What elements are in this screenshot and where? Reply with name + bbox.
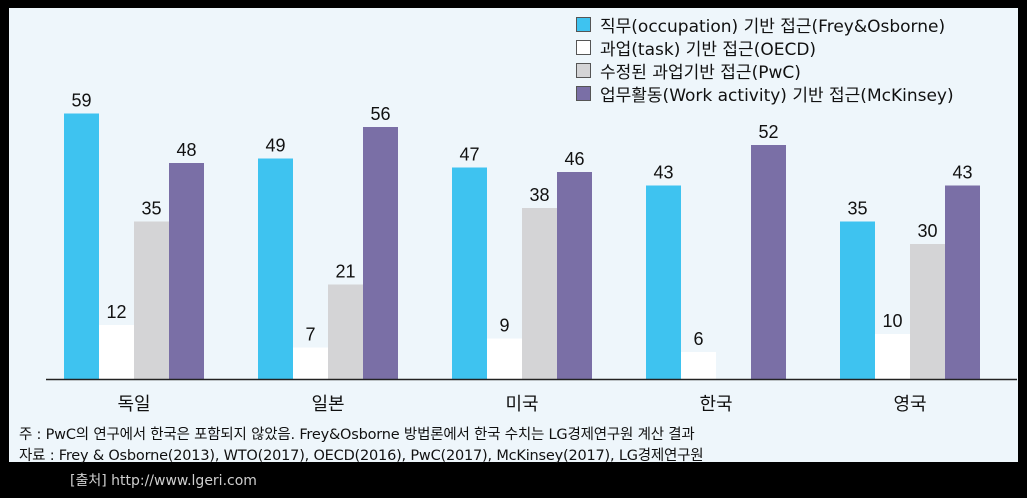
- legend-label-0: 직무(occupation) 기반 접근(Frey&Osborne): [600, 17, 946, 37]
- bar-1-3: [363, 127, 398, 379]
- category-label-3: 한국: [699, 394, 732, 415]
- data-label-3-0: 43: [653, 163, 673, 183]
- bar-0-3: [169, 163, 204, 379]
- legend: 직무(occupation) 기반 접근(Frey&Osborne) 과업(ta…: [576, 13, 954, 106]
- data-label-1-0: 49: [265, 136, 285, 156]
- data-label-0-2: 35: [141, 199, 161, 219]
- data-label-1-1: 7: [305, 325, 315, 345]
- legend-swatch-1: [576, 40, 591, 55]
- category-label-0: 독일: [117, 394, 150, 415]
- bar-chart: 59 12 35 48 독일 49 7 21 56 일본 47 9 38 46 미국 43 6 52 한국 35 10 3…: [46, 91, 1017, 415]
- bar-4-2: [910, 244, 945, 379]
- category-label-1: 일본: [311, 394, 344, 415]
- data-label-2-2: 38: [529, 185, 549, 205]
- legend-swatch-3: [576, 86, 591, 101]
- chart-note: 주 : PwC의 연구에서 한국은 포함되지 않았음. Frey&Osborne…: [19, 427, 695, 443]
- chart-panel: 59 12 35 48 독일 49 7 21 56 일본 47 9 38 46 미국 43 6 52 한국 35 10 3…: [9, 8, 1018, 464]
- data-label-2-0: 47: [459, 145, 479, 165]
- bar-1-0: [258, 158, 293, 379]
- bar-3-0: [646, 185, 681, 379]
- data-label-2-1: 9: [499, 316, 509, 336]
- bar-1-1: [293, 347, 328, 379]
- bar-4-0: [840, 221, 875, 379]
- data-label-1-2: 21: [335, 262, 355, 282]
- category-label-2: 미국: [505, 394, 538, 415]
- bar-0-2: [134, 221, 169, 379]
- legend-swatch-2: [576, 63, 591, 78]
- data-label-4-1: 10: [882, 311, 902, 331]
- legend-swatch-0: [576, 17, 591, 32]
- data-label-4-2: 30: [917, 221, 937, 241]
- data-label-0-0: 59: [71, 91, 91, 111]
- data-label-4-0: 35: [847, 199, 867, 219]
- legend-label-1: 과업(task) 기반 접근(OECD): [600, 40, 817, 60]
- data-label-0-1: 12: [106, 302, 126, 322]
- bar-2-2: [522, 208, 557, 379]
- legend-item-0: 직무(occupation) 기반 접근(Frey&Osborne): [576, 13, 954, 37]
- bar-2-0: [452, 167, 487, 379]
- data-label-4-3: 43: [952, 163, 972, 183]
- bar-3-1: [681, 352, 716, 379]
- category-label-4: 영국: [893, 394, 926, 415]
- bar-2-1: [487, 338, 522, 379]
- bar-2-3: [557, 172, 592, 379]
- chart-source: 자료 : Frey & Osborne(2013), WTO(2017), OE…: [19, 448, 704, 464]
- bar-4-1: [875, 334, 910, 379]
- bar-3-3: [751, 145, 786, 379]
- legend-label-2: 수정된 과업기반 접근(PwC): [600, 63, 801, 83]
- data-label-0-3: 48: [176, 140, 196, 160]
- legend-item-2: 수정된 과업기반 접근(PwC): [576, 59, 954, 83]
- bar-1-2: [328, 284, 363, 379]
- data-label-3-1: 6: [693, 329, 703, 349]
- legend-item-1: 과업(task) 기반 접근(OECD): [576, 36, 954, 60]
- bar-0-1: [99, 325, 134, 379]
- attribution-link[interactable]: [출처] http://www.lgeri.com: [70, 473, 257, 489]
- legend-item-3: 업무활동(Work activity) 기반 접근(McKinsey): [576, 82, 954, 106]
- data-label-1-3: 56: [370, 104, 390, 124]
- data-label-3-3: 52: [758, 122, 778, 142]
- bar-4-3: [945, 185, 980, 379]
- data-label-2-3: 46: [564, 149, 584, 169]
- bar-0-0: [64, 113, 99, 379]
- legend-label-3: 업무활동(Work activity) 기반 접근(McKinsey): [600, 86, 954, 106]
